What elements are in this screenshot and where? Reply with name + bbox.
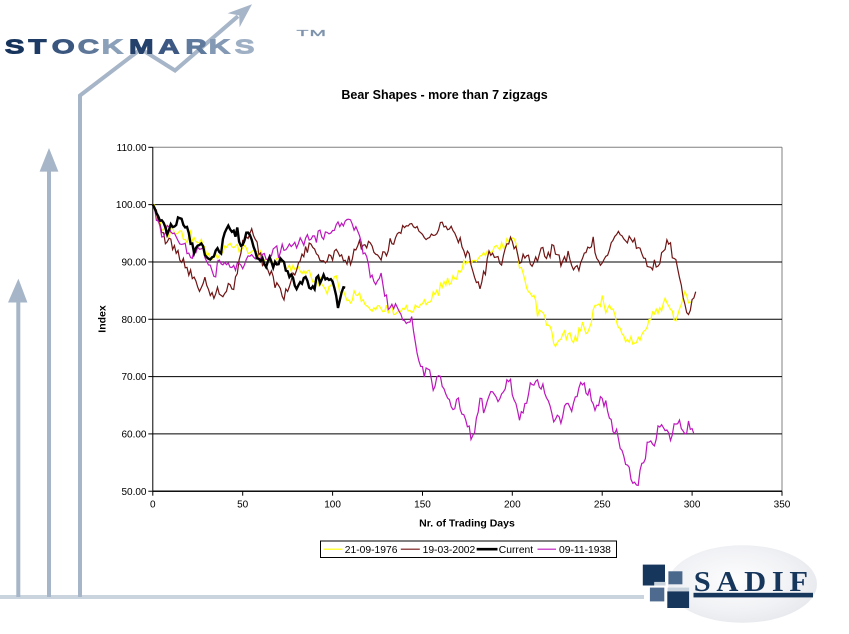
svg-text:Nr. of Trading Days: Nr. of Trading Days [419, 518, 515, 530]
svg-text:09-11-1938: 09-11-1938 [559, 545, 611, 556]
svg-text:Current: Current [499, 545, 533, 556]
svg-text:110.00: 110.00 [117, 143, 147, 154]
svg-text:K: K [209, 36, 231, 59]
svg-text:50.00: 50.00 [121, 487, 146, 498]
svg-text:50: 50 [237, 500, 249, 511]
svg-text:Bear Shapes - more than 7 zigz: Bear Shapes - more than 7 zigzags [341, 88, 547, 102]
svg-text:150: 150 [414, 500, 431, 511]
svg-text:90.00: 90.00 [121, 258, 146, 269]
svg-text:100: 100 [324, 500, 341, 511]
svg-text:C: C [78, 36, 99, 59]
svg-text:350: 350 [774, 500, 791, 511]
svg-text:A: A [158, 36, 179, 59]
svg-text:O: O [52, 36, 75, 59]
svg-text:T: T [28, 36, 47, 59]
svg-text:60.00: 60.00 [121, 430, 146, 441]
svg-text:21-09-1976: 21-09-1976 [345, 545, 398, 556]
svg-text:TM: TM [297, 29, 328, 39]
svg-text:SADIF: SADIF [694, 567, 814, 598]
svg-text:19-03-2002: 19-03-2002 [423, 545, 476, 556]
svg-text:0: 0 [150, 500, 156, 511]
svg-text:Index: Index [97, 305, 109, 333]
svg-text:300: 300 [684, 500, 701, 511]
svg-text:200: 200 [504, 500, 521, 511]
svg-text:S: S [5, 36, 25, 59]
svg-text:250: 250 [594, 500, 611, 511]
svg-text:80.00: 80.00 [121, 315, 146, 326]
svg-text:S: S [235, 36, 255, 59]
svg-text:R: R [185, 36, 206, 59]
svg-text:K: K [102, 36, 124, 59]
svg-text:70.00: 70.00 [121, 372, 146, 383]
svg-text:M: M [129, 36, 154, 59]
svg-text:100.00: 100.00 [116, 200, 147, 211]
